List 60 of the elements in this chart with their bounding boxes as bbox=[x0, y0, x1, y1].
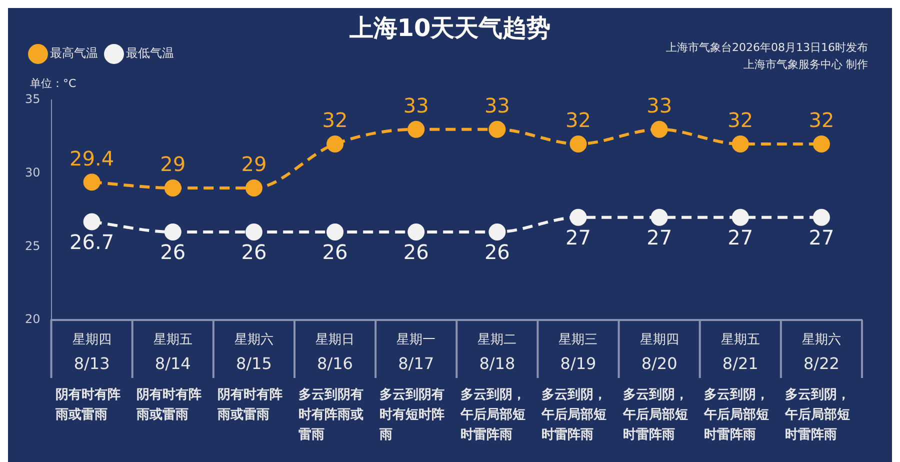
point bbox=[326, 224, 344, 240]
point bbox=[570, 208, 587, 226]
x-tick-label: 星期六 8/15 阴有时有阵雨或雷雨 bbox=[216, 332, 282, 422]
point bbox=[812, 136, 830, 152]
x-tick-label: 星期三 8/19 多云到阴，午后局部短时雷阵雨 bbox=[540, 332, 607, 442]
data-label: 26 bbox=[241, 240, 267, 264]
chart-title: 上海10天天气趋势 bbox=[348, 14, 551, 42]
legend-label: 最高气温 bbox=[50, 46, 98, 60]
data-label: 26 bbox=[322, 240, 348, 264]
data-label: 33 bbox=[484, 94, 510, 118]
y-axis-title: 单位：°C bbox=[30, 76, 76, 90]
data-label: 29.4 bbox=[70, 146, 114, 170]
data-label: 33 bbox=[403, 94, 429, 118]
text: 上海市气象台2026年08月13日16时发布 bbox=[666, 40, 868, 54]
point bbox=[164, 180, 182, 196]
data-label: 29 bbox=[160, 152, 186, 176]
point bbox=[83, 174, 100, 191]
data-label: 26.7 bbox=[70, 230, 114, 254]
y-tick-label: 35 bbox=[24, 92, 40, 106]
legend-label: 最低气温 bbox=[126, 46, 174, 60]
data-label: 27 bbox=[646, 226, 672, 250]
point bbox=[570, 136, 587, 152]
x-tick-label: 星期五 8/14 阴有时有阵雨或雷雨 bbox=[135, 332, 202, 422]
data-label: 27 bbox=[808, 226, 834, 250]
point bbox=[732, 208, 749, 226]
data-label: 26 bbox=[484, 240, 510, 264]
point bbox=[408, 120, 425, 138]
point bbox=[245, 224, 262, 240]
point bbox=[408, 224, 425, 240]
data-label: 32 bbox=[566, 108, 591, 132]
data-label: 32 bbox=[808, 108, 834, 132]
y-tick-label: 20 bbox=[24, 312, 40, 326]
point bbox=[812, 208, 830, 226]
y-tick-label: 25 bbox=[24, 238, 40, 253]
x-tick-label: 星期四 8/13 阴有时有阵雨或雷雨 bbox=[54, 332, 120, 422]
point bbox=[326, 136, 344, 152]
data-label: 26 bbox=[160, 240, 186, 264]
x-tick-label: 星期六 8/22 多云到阴，午后局部短时雷阵雨 bbox=[784, 332, 850, 442]
point bbox=[164, 224, 182, 240]
x-tick-label: 星期五 8/21 多云到阴，午后局部短时雷阵雨 bbox=[702, 332, 769, 442]
data-label: 26 bbox=[403, 240, 429, 264]
point bbox=[488, 224, 506, 240]
x-tick-label: 星期一 8/17 多云到阴有时有短时阵雨 bbox=[378, 332, 445, 442]
point bbox=[488, 120, 506, 138]
x-tick-label: 星期二 8/18 多云到阴，午后局部短时雷阵雨 bbox=[460, 332, 526, 442]
data-label: 32 bbox=[322, 108, 348, 132]
point bbox=[83, 213, 100, 230]
x-tick-label: 星期四 8/20 多云到阴，午后局部短时雷阵雨 bbox=[622, 332, 688, 442]
data-label: 27 bbox=[566, 226, 591, 250]
point bbox=[650, 120, 668, 138]
y-tick-label: 30 bbox=[24, 165, 40, 180]
data-label: 27 bbox=[728, 226, 754, 250]
data-label: 29 bbox=[241, 152, 267, 176]
text: 上海市气象服务中心 制作 bbox=[744, 58, 868, 71]
point bbox=[650, 208, 668, 226]
data-label: 33 bbox=[646, 94, 672, 118]
data-label: 32 bbox=[728, 108, 754, 132]
point bbox=[245, 180, 262, 196]
point bbox=[732, 136, 749, 152]
x-tick-label: 星期日 8/16 多云到阴有时有阵雨或雷雨 bbox=[298, 332, 364, 442]
